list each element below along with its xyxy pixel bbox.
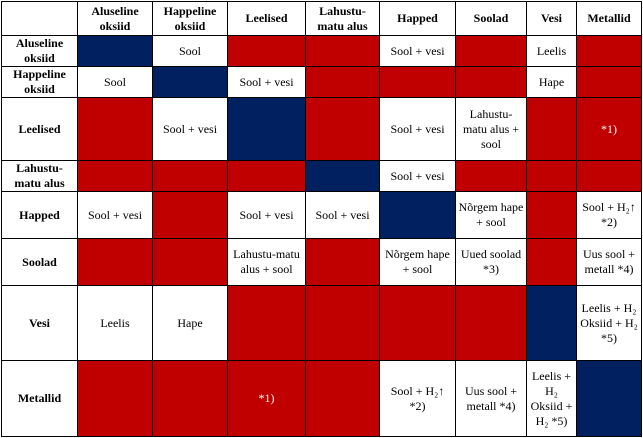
footnote-ref: *1) <box>258 391 275 405</box>
table-row: Lahustu-matu alus Sool + vesi <box>1 160 642 192</box>
table-cell <box>455 35 527 67</box>
table-cell <box>77 160 153 192</box>
row-header: Lahustu-matu alus <box>1 160 78 192</box>
col-header: Vesi <box>526 1 577 36</box>
col-header: Lahustu-matu alus <box>305 1 380 36</box>
table-row: Happed Sool + vesi Sool + vesi Sool + ve… <box>1 191 642 239</box>
table-cell: Leelis + H₂ Oksiid + H₂ *5) <box>576 285 642 361</box>
table-cell <box>305 238 380 286</box>
table-cell: Uus sool + metall *4) <box>455 360 527 437</box>
table-cell <box>152 360 228 437</box>
table-row: Happeline oksiid Sool Sool + vesi Hape <box>1 66 642 98</box>
table-cell <box>305 97 380 161</box>
table-cell: Sool + vesi <box>379 97 456 161</box>
table-cell: Uued soolad *3) <box>455 238 527 286</box>
table-cell: Sool <box>77 66 153 98</box>
table-row: Aluseline oksiid Sool Sool + vesi Leelis <box>1 35 642 67</box>
table-cell <box>77 238 153 286</box>
table-cell <box>305 35 380 67</box>
col-header: Aluseline oksiid <box>77 1 153 36</box>
table-cell: Uus sool + metall *4) <box>576 238 642 286</box>
table-cell: *1) <box>576 97 642 161</box>
table-cell <box>152 238 228 286</box>
table-cell: Lahustu-matu alus + sool <box>227 238 306 286</box>
table-cell <box>379 285 456 361</box>
table-cell <box>455 160 527 192</box>
table-cell: Sool + vesi <box>227 191 306 239</box>
table-cell: Sool <box>152 35 228 67</box>
table-cell <box>526 160 577 192</box>
col-header: Metallid <box>576 1 642 36</box>
table-cell: Sool + vesi <box>379 35 456 67</box>
table-cell: Sool + vesi <box>379 160 456 192</box>
table-cell <box>576 160 642 192</box>
table-cell: Hape <box>526 66 577 98</box>
table-row: Leelised Sool + vesi Sool + vesi Lahustu… <box>1 97 642 161</box>
table-cell <box>379 66 456 98</box>
table-cell: Sool + vesi <box>305 191 380 239</box>
table-cell <box>576 66 642 98</box>
table-cell <box>227 285 306 361</box>
table-cell <box>455 285 527 361</box>
corner-cell <box>1 1 78 36</box>
table-cell <box>576 35 642 67</box>
table-cell <box>526 97 577 161</box>
table-cell: Nõrgem hape + sool <box>455 191 527 239</box>
table-cell <box>455 66 527 98</box>
row-header: Aluseline oksiid <box>1 35 78 67</box>
table-cell <box>526 285 577 361</box>
table-cell <box>227 160 306 192</box>
table-cell <box>305 66 380 98</box>
table-row: Metallid *1) Sool + H₂↑ *2) Uus sool + m… <box>1 360 642 437</box>
row-header: Vesi <box>1 285 78 361</box>
header-row: Aluseline oksiid Happeline oksiid Leelis… <box>1 1 642 36</box>
col-header: Happeline oksiid <box>152 1 228 36</box>
table-row: Soolad Lahustu-matu alus + sool Nõrgem h… <box>1 238 642 286</box>
row-header: Soolad <box>1 238 78 286</box>
table-cell <box>305 360 380 437</box>
row-header: Leelised <box>1 97 78 161</box>
table-cell: Sool + H₂↑ *2) <box>576 191 642 239</box>
table-cell <box>305 285 380 361</box>
table-cell: Leelis <box>526 35 577 67</box>
footnote-ref: *1) <box>601 121 617 136</box>
table-cell <box>576 360 642 437</box>
row-header: Happed <box>1 191 78 239</box>
table-cell: Leelis <box>77 285 153 361</box>
table-cell <box>305 160 380 192</box>
table-row: Vesi Leelis Hape Leelis + H₂ Oksiid + H₂… <box>1 285 642 361</box>
table-cell: Nõrgem hape + sool <box>379 238 456 286</box>
table-cell <box>227 35 306 67</box>
row-header: Metallid <box>1 360 78 437</box>
table-cell <box>526 238 577 286</box>
table-cell: Sool + vesi <box>227 66 306 98</box>
col-header: Soolad <box>455 1 527 36</box>
table-cell <box>379 191 456 239</box>
table-cell <box>526 191 577 239</box>
table-cell <box>77 97 153 161</box>
table-cell: Lahustu-matu alus + sool <box>455 97 527 161</box>
col-header: Leelised <box>227 1 306 36</box>
table-cell <box>77 360 153 437</box>
table-cell <box>152 191 228 239</box>
table-cell: *1) <box>227 360 306 437</box>
table-cell <box>227 97 306 161</box>
table-cell: Hape <box>152 285 228 361</box>
table-cell <box>77 35 153 67</box>
table-cell <box>152 66 228 98</box>
table-cell <box>152 160 228 192</box>
col-header: Happed <box>379 1 456 36</box>
table-cell: Sool + vesi <box>152 97 228 161</box>
row-header: Happeline oksiid <box>1 66 78 98</box>
table-cell: Sool + H₂↑ *2) <box>379 360 456 437</box>
table-cell: Sool + vesi <box>77 191 153 239</box>
table-cell: Leelis + H₂ Oksiid + H₂ *5) <box>526 360 577 437</box>
